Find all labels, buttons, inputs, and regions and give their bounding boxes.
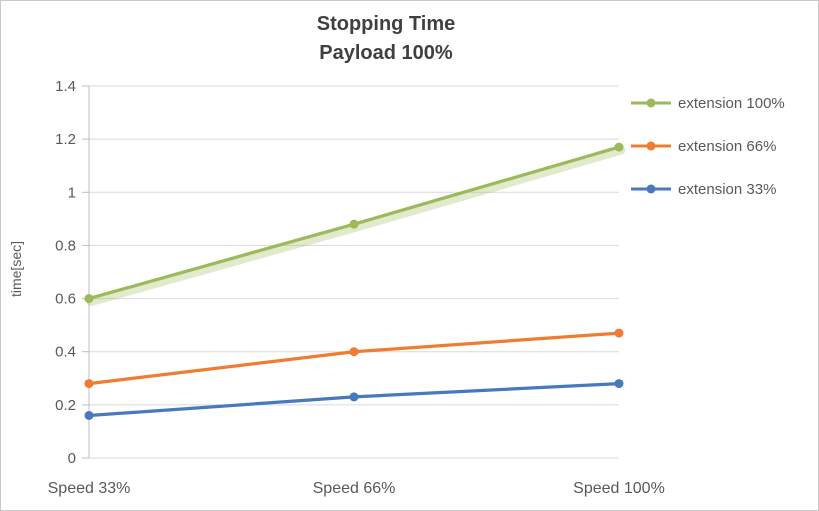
y-tick-label: 1 bbox=[68, 184, 76, 201]
chart-title-line1: Stopping Time bbox=[316, 13, 456, 35]
y-tick-label: 0.8 bbox=[55, 237, 76, 254]
y-tick-label: 0.6 bbox=[55, 291, 76, 308]
legend-label: extension 33% bbox=[678, 180, 777, 198]
y-tick-label: 0.2 bbox=[55, 397, 76, 414]
legend-line-marker-icon bbox=[631, 141, 671, 151]
y-tick-label: 0.4 bbox=[55, 344, 76, 361]
y-tick-label: 0 bbox=[68, 450, 76, 467]
series-line-extension-66-[interactable] bbox=[87, 331, 621, 386]
legend-line-marker-icon bbox=[631, 184, 671, 194]
data-point-marker[interactable] bbox=[614, 379, 624, 389]
data-point-marker[interactable] bbox=[84, 410, 94, 420]
x-axis-label: Speed 66% bbox=[313, 480, 396, 497]
data-point-marker[interactable] bbox=[349, 219, 359, 229]
legend-item-extension-33-[interactable]: extension 33% bbox=[631, 179, 785, 199]
y-tick-label: 1.4 bbox=[55, 78, 76, 95]
chart-title-line2: Payload 100% bbox=[319, 42, 453, 64]
x-axis-label: Speed 33% bbox=[48, 480, 131, 497]
legend-line-marker-icon bbox=[631, 98, 671, 108]
legend-label: extension 66% bbox=[678, 137, 777, 155]
y-tick-label: 1.2 bbox=[55, 131, 76, 148]
data-point-marker[interactable] bbox=[84, 294, 94, 304]
data-point-marker[interactable] bbox=[349, 392, 359, 402]
chart-title: Stopping Time Payload 100% bbox=[1, 10, 771, 68]
legend-label: extension 100% bbox=[678, 94, 785, 112]
legend-item-extension-66-[interactable]: extension 66% bbox=[631, 136, 785, 156]
data-point-marker[interactable] bbox=[614, 142, 624, 152]
data-point-marker[interactable] bbox=[349, 347, 359, 357]
x-axis-label: Speed 100% bbox=[573, 480, 665, 497]
chart-legend: extension 100% extension 66% extension 33% bbox=[631, 93, 785, 222]
legend-item-extension-100-[interactable]: extension 100% bbox=[631, 93, 785, 113]
data-point-marker[interactable] bbox=[614, 328, 624, 338]
data-point-marker[interactable] bbox=[84, 379, 94, 389]
